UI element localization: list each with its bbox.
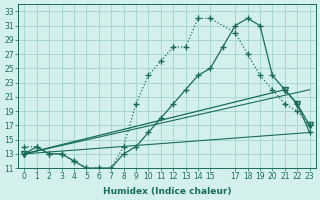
X-axis label: Humidex (Indice chaleur): Humidex (Indice chaleur) bbox=[103, 187, 231, 196]
